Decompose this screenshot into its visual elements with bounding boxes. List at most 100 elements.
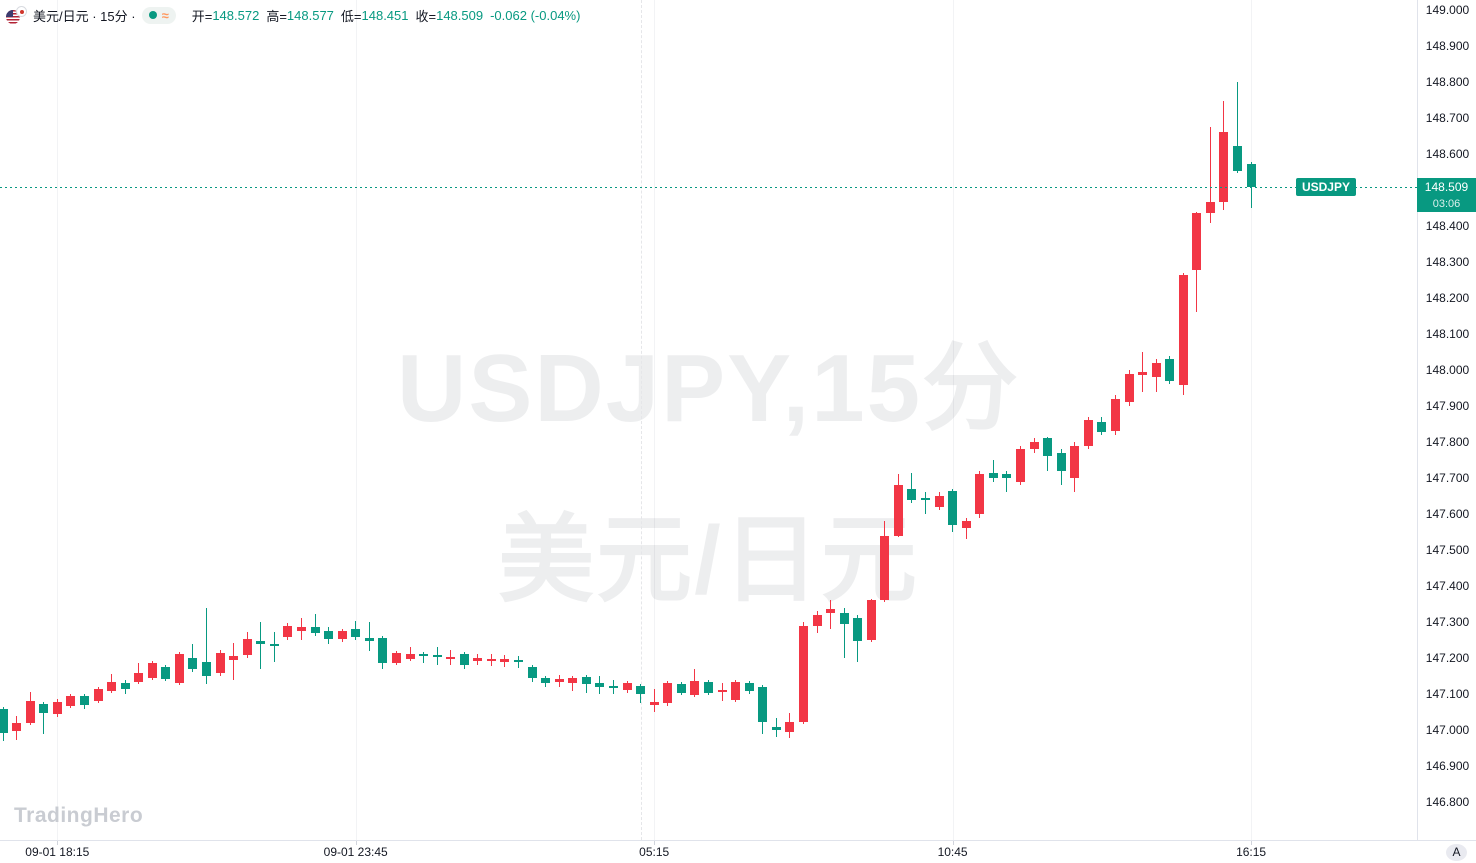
candle[interactable] bbox=[215, 652, 225, 674]
candle[interactable] bbox=[839, 612, 849, 625]
candle[interactable] bbox=[188, 658, 198, 669]
candle[interactable] bbox=[717, 689, 727, 693]
candle[interactable] bbox=[52, 701, 62, 715]
candle[interactable] bbox=[459, 654, 469, 665]
candle[interactable] bbox=[893, 485, 903, 536]
candle[interactable] bbox=[1110, 398, 1120, 432]
candle[interactable] bbox=[391, 653, 401, 664]
candle[interactable] bbox=[1016, 449, 1025, 482]
candle[interactable] bbox=[1056, 452, 1066, 471]
candle[interactable] bbox=[581, 677, 591, 684]
candle[interactable] bbox=[1205, 201, 1215, 214]
candle[interactable] bbox=[1165, 359, 1175, 381]
time-axis[interactable]: A 09-01 18:15 09-01 23:45 05:15 10:45 16:15 bbox=[0, 840, 1476, 863]
candle[interactable] bbox=[1070, 445, 1080, 478]
candle[interactable] bbox=[66, 695, 76, 706]
candle[interactable] bbox=[1151, 362, 1161, 378]
candle[interactable] bbox=[486, 658, 496, 661]
candle[interactable] bbox=[1002, 474, 1012, 478]
candle[interactable] bbox=[514, 660, 523, 663]
candle[interactable] bbox=[310, 627, 320, 633]
candle[interactable] bbox=[202, 661, 211, 676]
candle[interactable] bbox=[744, 683, 754, 691]
candle[interactable] bbox=[378, 637, 388, 663]
candle[interactable] bbox=[1043, 438, 1053, 457]
candle[interactable] bbox=[961, 521, 971, 529]
candle[interactable] bbox=[975, 474, 985, 514]
candle[interactable] bbox=[1233, 146, 1242, 171]
price-axis[interactable]: 149.000 148.900 148.800 148.700 148.600 148.5… bbox=[1417, 0, 1476, 863]
candle[interactable] bbox=[785, 721, 795, 733]
candle[interactable] bbox=[1124, 373, 1134, 403]
candle[interactable] bbox=[161, 667, 171, 679]
candle[interactable] bbox=[351, 629, 361, 638]
candle[interactable] bbox=[432, 655, 442, 658]
candle[interactable] bbox=[93, 689, 103, 701]
candle[interactable] bbox=[568, 678, 578, 684]
candle[interactable] bbox=[595, 682, 605, 688]
candle[interactable] bbox=[948, 490, 958, 525]
candle[interactable] bbox=[758, 687, 768, 722]
candle[interactable] bbox=[39, 704, 49, 714]
candle[interactable] bbox=[676, 683, 686, 694]
candle[interactable] bbox=[1192, 213, 1202, 270]
candle[interactable] bbox=[12, 723, 22, 732]
candle[interactable] bbox=[649, 701, 659, 705]
candle[interactable] bbox=[1219, 131, 1229, 202]
candle[interactable] bbox=[622, 683, 632, 690]
symbol-title[interactable]: 美元/日元 · 15分 · bbox=[33, 8, 136, 24]
candle[interactable] bbox=[107, 681, 116, 691]
candle[interactable] bbox=[405, 654, 415, 659]
candle[interactable] bbox=[337, 630, 347, 640]
chart-canvas[interactable]: USDJPY,15分 美元/日元 USDJPY TradingHero bbox=[0, 0, 1417, 840]
candle[interactable] bbox=[1029, 442, 1039, 450]
candle[interactable] bbox=[283, 625, 293, 638]
candle[interactable] bbox=[1083, 420, 1093, 446]
candle[interactable] bbox=[256, 640, 266, 645]
candle[interactable] bbox=[25, 700, 35, 724]
candle[interactable] bbox=[1246, 164, 1256, 187]
candle[interactable] bbox=[826, 609, 835, 613]
candle[interactable] bbox=[446, 656, 456, 659]
candle[interactable] bbox=[324, 630, 334, 640]
candle[interactable] bbox=[1097, 421, 1107, 433]
candle[interactable] bbox=[541, 678, 551, 683]
candle[interactable] bbox=[636, 686, 646, 694]
candle[interactable] bbox=[120, 682, 130, 689]
candle[interactable] bbox=[134, 672, 144, 683]
candle[interactable] bbox=[907, 488, 917, 500]
candle[interactable] bbox=[609, 686, 618, 689]
candle[interactable] bbox=[1138, 371, 1147, 376]
candle[interactable] bbox=[229, 656, 239, 660]
candle[interactable] bbox=[364, 637, 374, 641]
candle[interactable] bbox=[269, 643, 279, 647]
candle[interactable] bbox=[853, 618, 863, 642]
candle[interactable] bbox=[771, 727, 781, 730]
candle[interactable] bbox=[880, 535, 890, 601]
candle[interactable] bbox=[731, 681, 741, 701]
market-status-pill[interactable]: ≈ bbox=[141, 6, 176, 24]
candle[interactable] bbox=[0, 709, 8, 734]
candle[interactable] bbox=[554, 678, 564, 682]
candle[interactable] bbox=[1178, 275, 1188, 386]
candle[interactable] bbox=[242, 639, 252, 656]
candle[interactable] bbox=[147, 663, 157, 679]
open-label: 开= bbox=[191, 8, 213, 24]
candle[interactable] bbox=[866, 600, 876, 640]
candle[interactable] bbox=[690, 680, 700, 696]
candle[interactable] bbox=[703, 681, 713, 693]
candle[interactable] bbox=[297, 627, 306, 631]
candle[interactable] bbox=[812, 614, 822, 626]
candle[interactable] bbox=[174, 654, 184, 684]
candle[interactable] bbox=[79, 696, 89, 706]
candle[interactable] bbox=[419, 653, 428, 656]
axis-font-size-button[interactable]: A bbox=[1446, 844, 1467, 861]
candle[interactable] bbox=[798, 625, 808, 722]
candle[interactable] bbox=[934, 496, 944, 507]
candle[interactable] bbox=[500, 659, 510, 662]
candle[interactable] bbox=[663, 683, 673, 704]
candle[interactable] bbox=[988, 472, 998, 478]
candle[interactable] bbox=[921, 497, 930, 501]
candle[interactable] bbox=[473, 658, 483, 661]
candle[interactable] bbox=[527, 666, 537, 679]
